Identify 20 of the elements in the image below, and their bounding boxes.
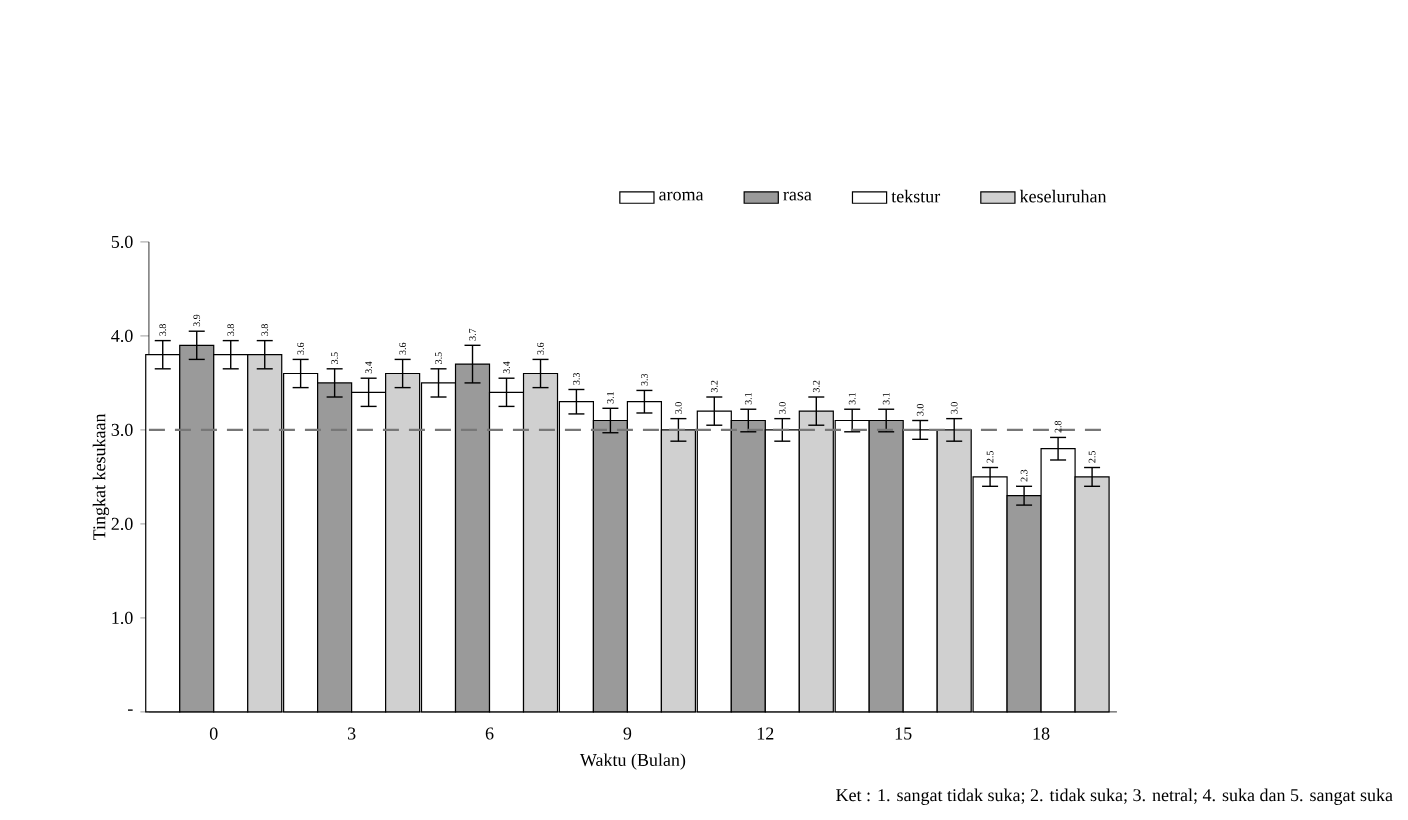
x-tick-label: 0 — [209, 727, 218, 740]
x-tick-label: 9 — [623, 727, 632, 740]
x-axis-title: Waktu (Bulan) — [579, 753, 686, 770]
legend-label: tekstur — [891, 189, 941, 203]
x-tick-label: 12 — [757, 727, 774, 740]
x-tick-label: 6 — [485, 727, 494, 740]
x-tick-label: 18 — [1033, 727, 1050, 740]
x-tick-label: 15 — [895, 727, 912, 740]
y-tick-label: 1.0 — [112, 611, 133, 625]
y-tick-label: 4.0 — [111, 329, 133, 343]
x-tick-label: 3 — [347, 727, 356, 740]
legend-label: rasa — [783, 191, 812, 201]
legend-label: keseluruhan — [1019, 189, 1107, 203]
y-tick-label: 3.0 — [111, 423, 133, 437]
y-axis-title: Tingkat kesukaan — [92, 413, 110, 541]
text: Ket : 1. sangat tidak suka; 2. tidak suka; 3. netral; 4. suka dan 5. sangat suka — [836, 788, 1393, 805]
legend-label: aroma — [659, 191, 704, 201]
y-tick-label: - — [127, 709, 133, 711]
y-tick-label: 2.0 — [111, 517, 133, 531]
y-tick-label: 5.0 — [111, 235, 133, 249]
